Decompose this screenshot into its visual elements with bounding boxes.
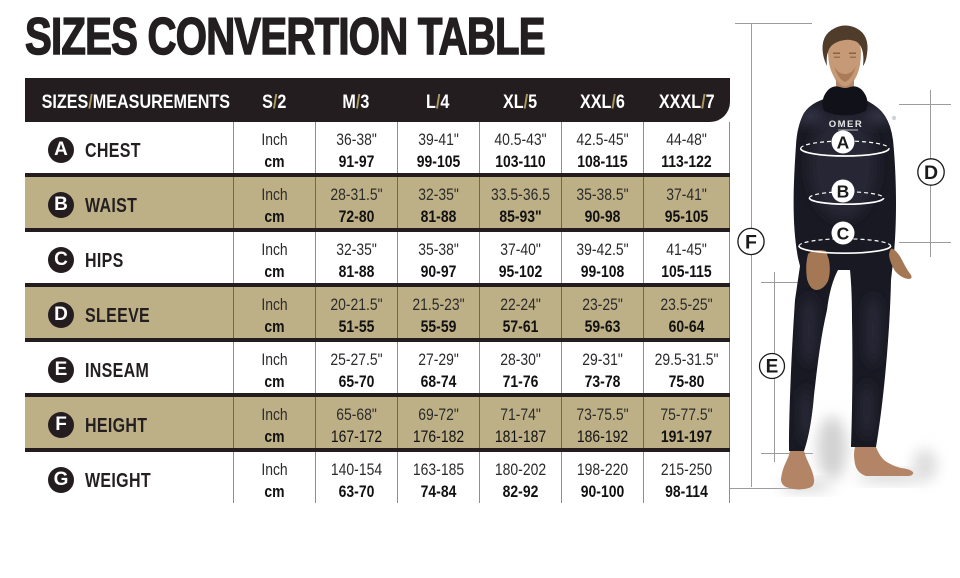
svg-text:F: F (745, 232, 757, 254)
svg-text:C: C (837, 224, 850, 244)
svg-text:D: D (924, 162, 938, 184)
svg-text:A: A (837, 133, 850, 153)
svg-text:B: B (837, 182, 850, 202)
svg-text:OMER: OMER (829, 119, 864, 130)
svg-text:E: E (766, 357, 779, 378)
